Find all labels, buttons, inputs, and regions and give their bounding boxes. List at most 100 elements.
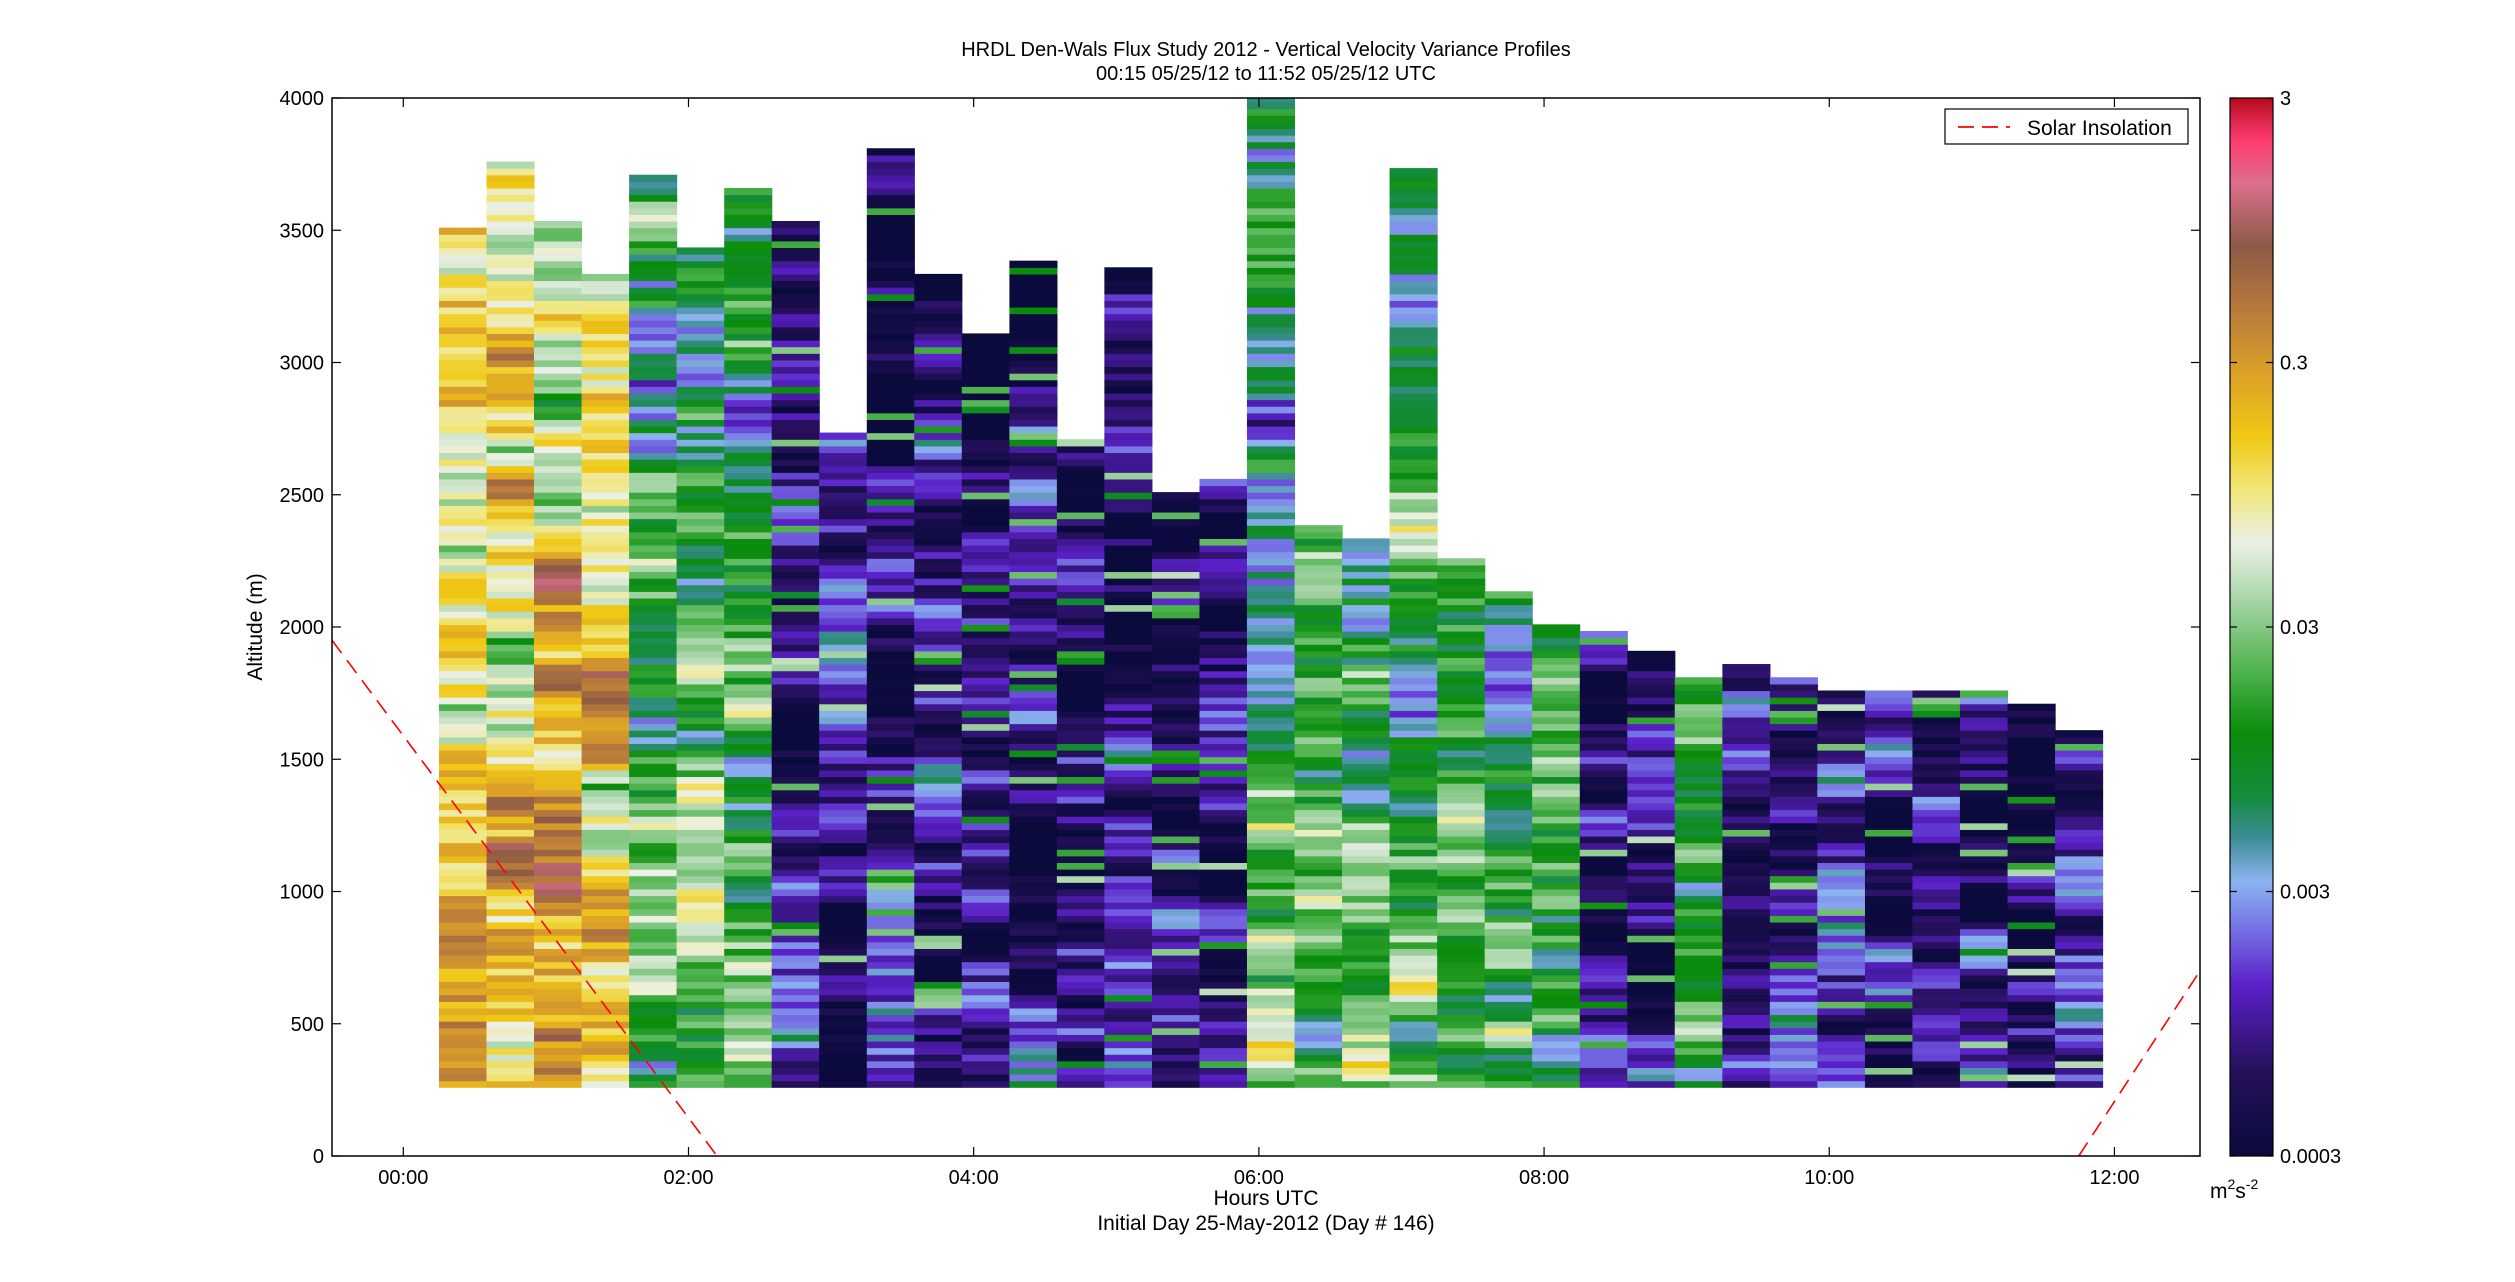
variance-cell xyxy=(1246,267,1296,275)
variance-cell xyxy=(1342,908,1391,916)
variance-cell xyxy=(533,948,583,956)
variance-cell xyxy=(1864,783,1914,791)
variance-cell xyxy=(1342,756,1391,764)
variance-cell xyxy=(1484,776,1533,784)
variance-cell xyxy=(439,677,488,685)
variance-cell xyxy=(2055,895,2104,903)
variance-cell xyxy=(866,611,915,619)
profile-column xyxy=(1009,260,1058,1088)
variance-cell xyxy=(629,637,678,645)
variance-cell xyxy=(439,459,488,467)
variance-cell xyxy=(629,1080,678,1088)
variance-cell xyxy=(724,1027,773,1035)
variance-cell xyxy=(1104,988,1153,996)
variance-cell xyxy=(676,796,725,804)
variance-cell xyxy=(1151,954,1201,963)
variance-cell xyxy=(1769,802,1818,811)
variance-cell xyxy=(1246,511,1296,520)
variance-cell xyxy=(1009,293,1058,301)
variance-cell xyxy=(533,399,583,407)
variance-cell xyxy=(439,254,488,262)
variance-cell xyxy=(914,981,963,989)
variance-cell xyxy=(961,564,1010,573)
variance-cell xyxy=(1342,1054,1391,1062)
variance-cell xyxy=(1151,1001,1201,1009)
variance-cell xyxy=(1769,835,1818,844)
variance-cell xyxy=(1389,353,1438,361)
variance-cell xyxy=(724,736,773,744)
variance-cell xyxy=(439,1047,488,1055)
variance-cell xyxy=(914,624,963,632)
variance-cell xyxy=(676,961,725,969)
variance-cell xyxy=(1532,935,1581,943)
variance-cell xyxy=(1151,531,1201,539)
variance-cell xyxy=(1437,736,1486,744)
variance-cell xyxy=(1056,439,1105,447)
variance-cell xyxy=(1056,749,1105,758)
variance-cell xyxy=(676,373,725,381)
variance-cell xyxy=(819,459,868,467)
variance-cell xyxy=(676,736,725,744)
variance-cell xyxy=(1722,670,1771,678)
variance-cell xyxy=(1959,816,2009,824)
variance-cell xyxy=(1294,578,1343,586)
variance-cell xyxy=(961,445,1010,454)
variance-cell xyxy=(1437,743,1486,751)
variance-cell xyxy=(1912,1054,1961,1062)
variance-cell xyxy=(533,776,583,784)
variance-cell xyxy=(1389,630,1438,639)
variance-cell xyxy=(1104,902,1153,910)
variance-cell xyxy=(2055,855,2104,864)
variance-cell xyxy=(914,935,963,943)
variance-cell xyxy=(1009,313,1058,321)
variance-cell xyxy=(1056,584,1105,592)
variance-cell xyxy=(1246,697,1296,705)
variance-cell xyxy=(629,723,678,731)
variance-cell xyxy=(486,373,535,381)
variance-cell xyxy=(1246,730,1296,738)
variance-cell xyxy=(439,240,488,249)
variance-cell xyxy=(1437,1047,1486,1055)
profile-column xyxy=(2007,703,2056,1088)
variance-cell xyxy=(1104,1074,1153,1082)
variance-cell xyxy=(1294,703,1343,711)
variance-cell xyxy=(961,412,1010,420)
variance-cell xyxy=(961,650,1010,659)
variance-cell xyxy=(1104,340,1153,348)
variance-cell xyxy=(1532,736,1581,744)
variance-cell xyxy=(1009,1060,1058,1068)
variance-cell xyxy=(1342,650,1391,659)
variance-cell xyxy=(1627,1001,1676,1009)
variance-cell xyxy=(629,1014,678,1022)
variance-cell xyxy=(1389,207,1438,215)
variance-cell xyxy=(961,710,1010,718)
variance-cell xyxy=(1104,465,1153,473)
variance-cell xyxy=(771,478,820,487)
variance-cell xyxy=(581,313,630,321)
variance-cell xyxy=(676,366,725,374)
variance-cell xyxy=(1579,1067,1628,1075)
variance-cell xyxy=(676,769,725,778)
variance-cell xyxy=(1389,736,1438,744)
variance-cell xyxy=(914,445,963,454)
variance-cell xyxy=(1817,783,1866,791)
variance-cell xyxy=(1009,459,1058,467)
variance-cell xyxy=(581,974,630,983)
variance-cell xyxy=(771,498,820,506)
variance-cell xyxy=(439,855,488,864)
variance-cell xyxy=(1294,763,1343,771)
variance-cell xyxy=(1151,974,1201,983)
variance-cell xyxy=(1437,961,1486,969)
variance-cell xyxy=(1009,677,1058,685)
variance-cell xyxy=(676,1014,725,1022)
variance-cell xyxy=(1246,941,1296,949)
variance-cell xyxy=(1104,710,1153,718)
variance-cell xyxy=(1199,597,1248,606)
variance-cell xyxy=(724,789,773,797)
variance-cell xyxy=(629,869,678,877)
variance-cell xyxy=(581,406,630,414)
variance-cell xyxy=(1009,776,1058,784)
variance-cell xyxy=(724,954,773,963)
variance-cell xyxy=(1674,981,1723,989)
variance-cell xyxy=(1769,1054,1818,1062)
